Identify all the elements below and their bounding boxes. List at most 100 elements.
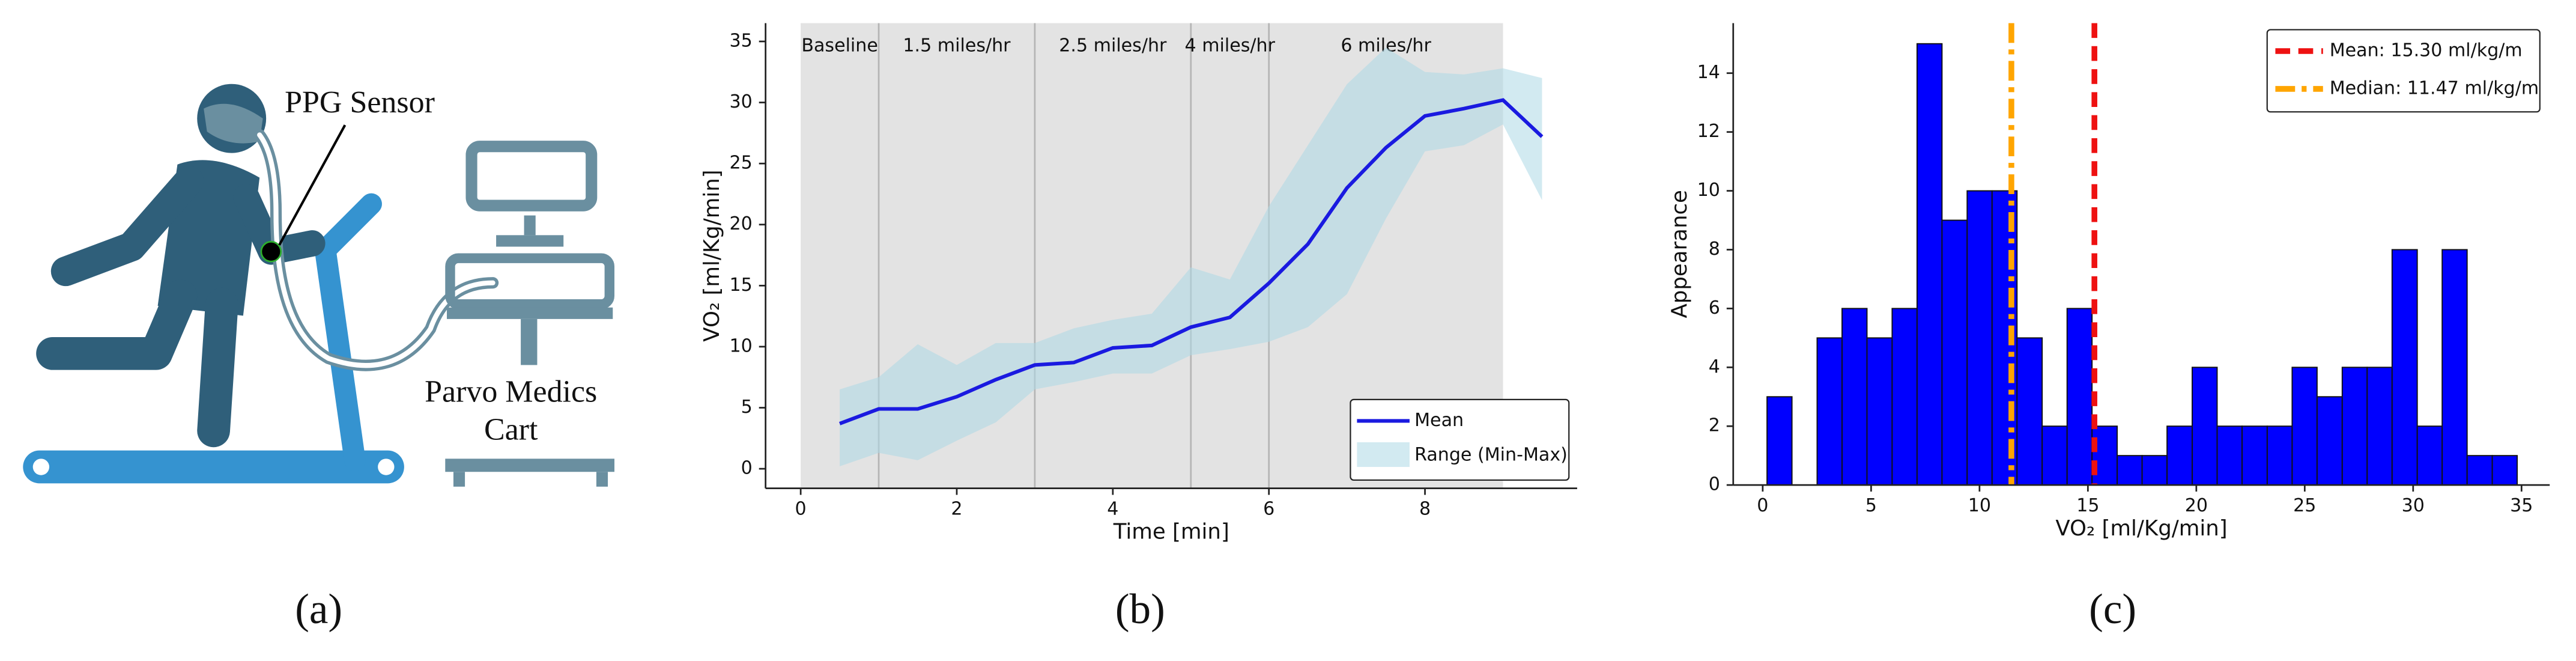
hist-bar	[1766, 396, 1793, 486]
legend-box	[2266, 29, 2541, 113]
y-tick-label: 10	[730, 335, 753, 356]
range-band	[840, 47, 1542, 467]
chart: Mean: 15.30 ml/kg/m Median: 11.47 ml/kg/m…	[1667, 23, 2550, 541]
hist-bar	[1941, 219, 1968, 486]
hist-bar	[2366, 367, 2393, 486]
tube-inner	[257, 132, 496, 368]
hist-bar	[2117, 455, 2143, 486]
hist-bar	[2216, 425, 2243, 486]
caption: (a)	[295, 586, 342, 633]
x-tick-label: 8	[1419, 499, 1431, 520]
monitor-stand	[524, 215, 536, 236]
roller	[378, 458, 395, 475]
runner-leg	[36, 279, 198, 370]
hist-bar	[2241, 425, 2268, 486]
y-tick-label: 0	[1709, 474, 1720, 495]
caption: (c)	[2089, 586, 2136, 633]
cart-label: Cart	[484, 413, 538, 447]
y-tick-label: 8	[1709, 239, 1720, 260]
hist-bar	[2016, 337, 2043, 486]
runner-arm	[50, 166, 204, 287]
x-axis-label: Time [min]	[1113, 519, 1229, 544]
phase-label: 2.5 miles/hr	[1059, 35, 1167, 56]
hist-bar	[1816, 337, 1843, 486]
x-tick-label: 5	[1865, 495, 1877, 516]
treadmill-belt	[23, 450, 404, 484]
hist-bar	[2192, 367, 2218, 486]
x-axis-label: VO₂ [ml/Kg/min]	[2055, 516, 2227, 541]
y-tick-label: 12	[1697, 121, 1720, 142]
y-axis-label: VO₂ [ml/Kg/min]	[700, 169, 724, 341]
hist-bar	[2341, 367, 2368, 486]
hist-bar	[2441, 249, 2468, 486]
x-tick-label: 35	[2510, 495, 2533, 516]
hist-bar	[1866, 337, 1893, 486]
x-tick-label: 2	[951, 499, 962, 520]
hist-bar	[2166, 425, 2193, 486]
roller	[32, 458, 50, 475]
y-tick-label: 10	[1697, 180, 1720, 201]
cart-leg	[453, 472, 465, 487]
monitor	[465, 141, 598, 212]
caption: (b)	[1115, 586, 1165, 633]
x-tick-label: 4	[1107, 499, 1118, 520]
hist-bar	[2416, 425, 2443, 486]
runner-leg	[197, 287, 238, 448]
y-tick-label: 25	[730, 153, 753, 174]
y-tick-label: 6	[1709, 297, 1720, 318]
y-tick-label: 30	[730, 91, 753, 112]
x-tick-label: 0	[1757, 495, 1768, 516]
legend-swatch	[1357, 442, 1410, 468]
cart-label: Parvo Medics	[425, 375, 597, 409]
cart-post	[521, 318, 538, 365]
hist-bar	[2266, 425, 2293, 486]
x-tick-label: 15	[2076, 495, 2099, 516]
hist-bar	[2041, 425, 2068, 486]
treadmill-frame	[314, 193, 382, 471]
hist-bar	[1891, 308, 1918, 486]
hist-bar	[2466, 455, 2493, 486]
hist-bar	[2141, 455, 2168, 486]
y-tick-label: 14	[1697, 62, 1720, 83]
hist-bar	[2391, 249, 2418, 486]
phase-label: Baseline	[801, 35, 878, 56]
x-tick-label: 0	[795, 499, 807, 520]
y-tick-label: 2	[1709, 415, 1720, 436]
y-tick-label: 35	[730, 30, 753, 51]
x-tick-label: 10	[1968, 495, 1991, 516]
hist-bar	[2316, 396, 2343, 486]
x-tick-label: 6	[1263, 499, 1274, 520]
illustration: PPG Sensor Parvo Medics Cart	[23, 84, 615, 487]
legend-label: Range (Min-Max)	[1414, 444, 1568, 465]
cart-bottom	[445, 458, 615, 472]
y-tick-label: 4	[1709, 356, 1720, 377]
mean-line	[839, 98, 1544, 425]
hist-bar	[2066, 308, 2093, 486]
sensor-label: PPG Sensor	[285, 85, 435, 120]
legend-label: Mean: 15.30 ml/kg/m	[2330, 40, 2523, 61]
phase-label: 4 miles/hr	[1185, 35, 1276, 56]
cart-shelf	[447, 307, 613, 319]
phase-label: 1.5 miles/hr	[903, 35, 1011, 56]
hist-bar	[2091, 425, 2118, 486]
x-tick-label: 30	[2402, 495, 2425, 516]
legend-label: Mean	[1414, 410, 1464, 431]
x-tick-label: 20	[2185, 495, 2208, 516]
hist-bar	[1966, 190, 1993, 486]
monitor-base	[496, 235, 564, 247]
hist-bar	[2491, 455, 2518, 486]
pointer	[278, 124, 347, 246]
y-axis-label: Appearance	[1667, 190, 1692, 318]
cart-desk	[445, 253, 615, 309]
ppg-sensor	[260, 240, 282, 263]
hist-bar	[2291, 367, 2318, 486]
x-tick-label: 25	[2293, 495, 2316, 516]
legend-label: Median: 11.47 ml/kg/m	[2330, 78, 2539, 99]
y-tick-label: 0	[741, 458, 753, 479]
y-tick-label: 20	[730, 213, 753, 234]
hist-bar	[1841, 308, 1868, 486]
cart-leg	[596, 472, 608, 487]
mask	[204, 103, 263, 144]
y-tick-label: 5	[741, 397, 753, 418]
